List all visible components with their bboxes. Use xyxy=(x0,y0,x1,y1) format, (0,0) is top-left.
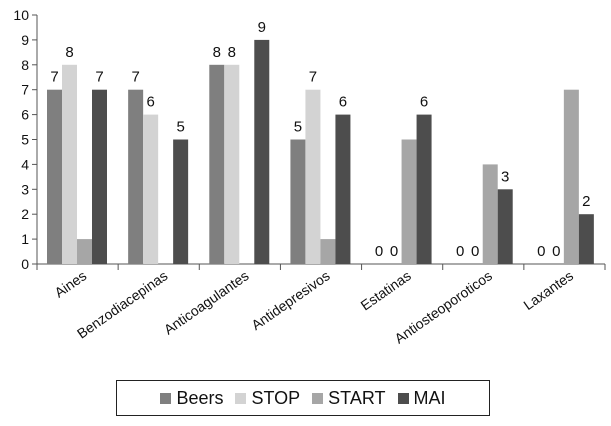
data-label: 6 xyxy=(146,94,154,111)
data-label: 8 xyxy=(213,44,221,61)
legend: Beers STOP START MAI xyxy=(116,380,490,416)
y-tick-label: 5 xyxy=(21,132,29,148)
data-label: 7 xyxy=(95,69,103,86)
x-tick-labels: AinesBenzodiacepinasAnticoagulantesAntid… xyxy=(51,267,576,346)
legend-item-start: START xyxy=(312,387,386,409)
x-tick-label: Aines xyxy=(51,267,89,300)
bar-start-antiosteoporoticos xyxy=(482,164,498,264)
data-label: 0 xyxy=(390,243,398,260)
data-label: 0 xyxy=(552,243,560,260)
legend-label-start: START xyxy=(328,387,386,408)
data-label: 6 xyxy=(420,94,428,111)
legend-swatch-start xyxy=(312,392,324,404)
x-tick-label: Antidepresivos xyxy=(248,267,332,333)
legend-label-mai: MAI xyxy=(413,387,446,408)
x-tick-label: Estatinas xyxy=(358,267,414,313)
bar-stop-benzodiacepinas xyxy=(143,114,159,264)
bars xyxy=(47,39,594,265)
bar-mai-aines xyxy=(92,89,107,264)
bar-mai-antidepresivos xyxy=(335,114,351,264)
legend-swatch-stop xyxy=(235,392,247,404)
bar-beers-benzodiacepinas xyxy=(128,89,144,264)
legend-label-beers: Beers xyxy=(176,387,224,408)
data-label: 2 xyxy=(582,193,590,210)
legend-item-beers: Beers xyxy=(160,388,223,409)
y-tick-label: 7 xyxy=(21,82,29,98)
x-tick-label: Anticoagulantes xyxy=(161,267,252,337)
bar-mai-antiosteoporoticos xyxy=(497,189,513,264)
bar-mai-anticoagulantes xyxy=(254,39,270,265)
data-label: 6 xyxy=(339,94,347,111)
bar-stop-antidepresivos xyxy=(305,89,321,264)
x-tick-label: Laxantes xyxy=(520,267,576,313)
y-tick-label: 2 xyxy=(21,206,29,222)
bar-beers-antidepresivos xyxy=(290,139,306,264)
data-label: 0 xyxy=(456,243,464,260)
legend-swatch-mai xyxy=(397,392,409,404)
data-label: 0 xyxy=(537,243,545,260)
y-tick-label: 3 xyxy=(21,181,29,197)
legend-label-stop: STOP xyxy=(251,387,301,408)
legend-item-mai: MAI xyxy=(397,387,446,409)
data-label: 5 xyxy=(294,119,302,136)
data-label: 7 xyxy=(131,69,139,86)
y-tick-label: 6 xyxy=(21,107,29,123)
data-label: 8 xyxy=(65,44,73,61)
bar-stop-anticoagulantes xyxy=(224,64,240,264)
y-tick-label: 10 xyxy=(13,7,29,23)
bar-mai-laxantes xyxy=(578,214,594,264)
y-tick-label: 9 xyxy=(21,32,29,48)
data-label: 5 xyxy=(176,119,184,136)
legend-swatch-beers xyxy=(160,392,172,404)
bar-stop-aines xyxy=(62,64,77,264)
bar-start-antidepresivos xyxy=(320,239,336,264)
data-label: 8 xyxy=(228,44,236,61)
bar-beers-anticoagulantes xyxy=(209,64,225,264)
legend-item-stop: STOP xyxy=(235,388,300,409)
bar-start-aines xyxy=(77,239,92,264)
y-tick-label: 8 xyxy=(21,57,29,73)
y-tick-label: 0 xyxy=(21,256,29,272)
data-label: 0 xyxy=(471,243,479,260)
data-label: 3 xyxy=(501,168,509,185)
y-tick-label: 1 xyxy=(21,231,29,247)
bar-mai-benzodiacepinas xyxy=(173,139,189,264)
data-label: 7 xyxy=(309,69,317,86)
bar-start-estatinas xyxy=(401,139,417,264)
data-label: 0 xyxy=(375,243,383,260)
data-label: 9 xyxy=(258,19,266,36)
bar-start-laxantes xyxy=(563,89,579,264)
bar-beers-aines xyxy=(47,89,62,264)
data-label: 7 xyxy=(50,69,58,86)
y-tick-label: 4 xyxy=(21,156,29,172)
bar-mai-estatinas xyxy=(416,114,432,264)
x-tick-label: Benzodiacepinas xyxy=(74,267,171,341)
